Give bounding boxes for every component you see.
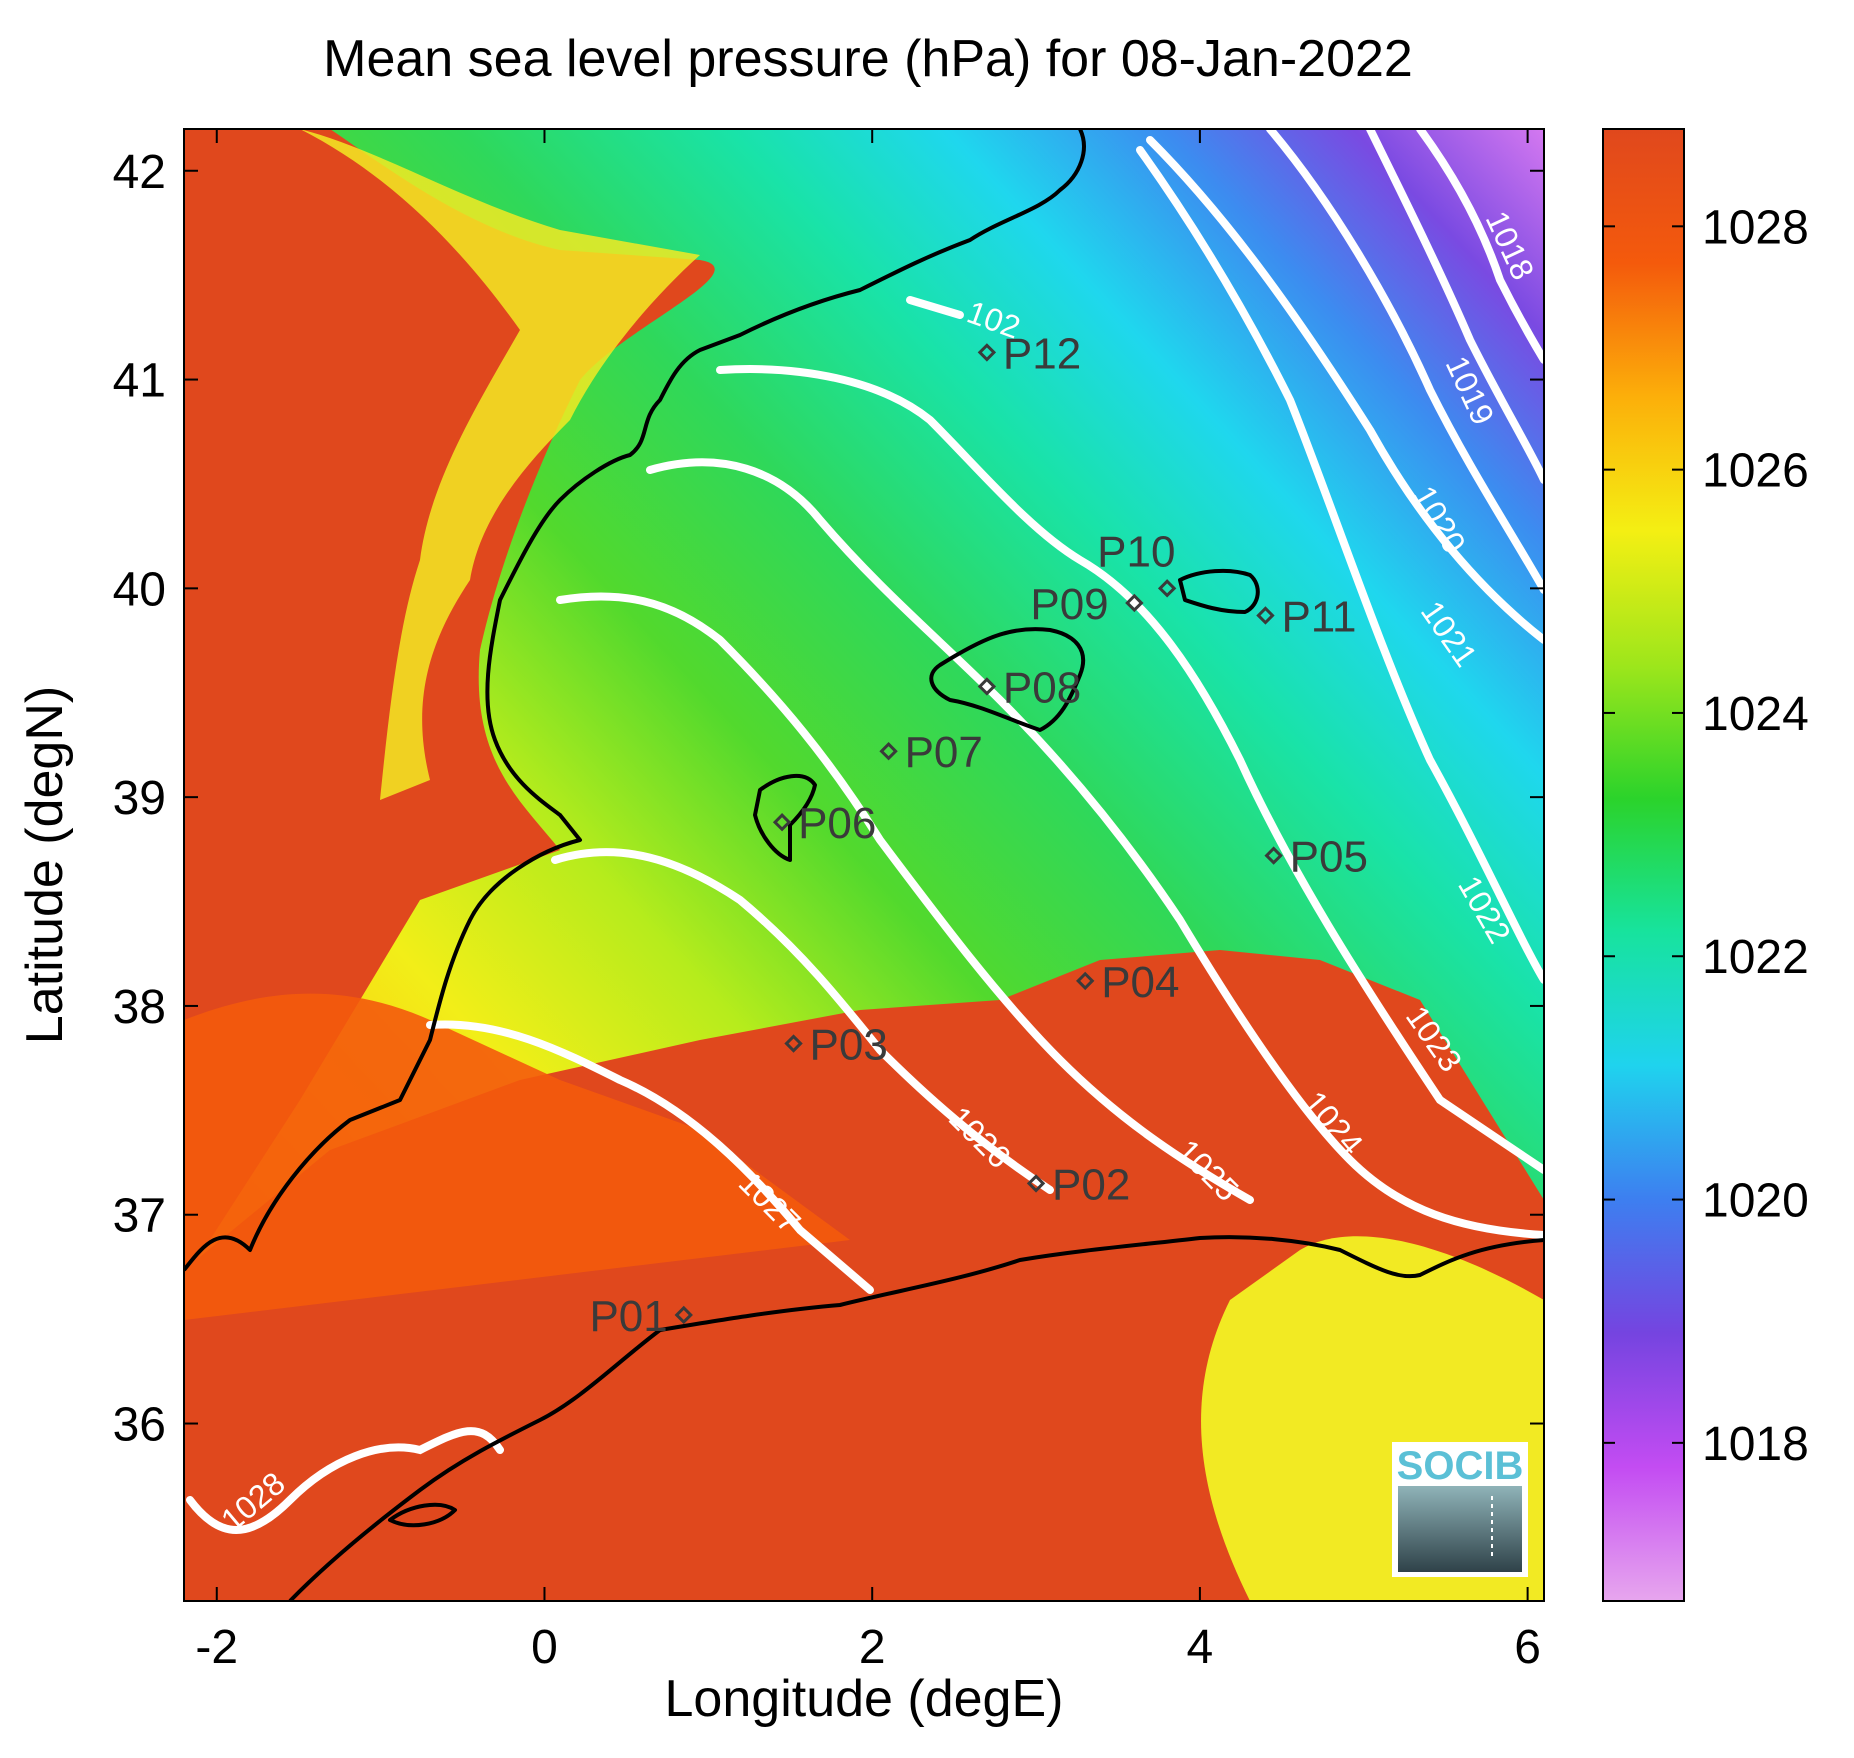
chart-title: Mean sea level pressure (hPa) for 08-Jan… — [323, 30, 1413, 88]
y-tick-label: 38 — [113, 981, 166, 1034]
colorbar-tick-label: 1028 — [1702, 201, 1809, 254]
station-label: P07 — [905, 728, 983, 777]
y-tick-label: 42 — [113, 146, 166, 199]
ibiza-coastline — [753, 773, 817, 862]
contour-line — [716, 365, 1544, 1174]
station-marker — [784, 1034, 803, 1053]
contour-line — [186, 1427, 504, 1534]
station-label: P09 — [1030, 580, 1108, 629]
logo-text: SOCIB — [1397, 1444, 1524, 1488]
x-tick-label: 2 — [859, 1621, 886, 1674]
station-label: P08 — [1003, 663, 1081, 712]
station-marker — [772, 813, 792, 832]
colorbar — [1602, 128, 1685, 1602]
station-label: P06 — [798, 799, 876, 848]
colorbar-tick-label: 1024 — [1702, 688, 1809, 741]
station-marker — [1256, 606, 1275, 625]
y-axis-label: Latitude (degN) — [16, 686, 74, 1044]
station-marker — [1264, 846, 1283, 865]
contour-line — [556, 592, 1254, 1204]
africa-coastline — [288, 1235, 1544, 1601]
station-marker — [1125, 593, 1144, 613]
colorbar-ticks: 1018 1020 1022 1024 1026 1028 — [1603, 201, 1809, 1471]
x-tick-label: -2 — [195, 1621, 238, 1674]
y-tick-label: 37 — [113, 1190, 166, 1243]
station-label: P04 — [1101, 958, 1179, 1007]
station-marker — [1026, 1174, 1046, 1193]
socib-logo: SOCIB — [1392, 1442, 1528, 1577]
station-marker — [879, 742, 898, 761]
y-tick-label: 39 — [113, 772, 166, 825]
x-axis-label: Longitude (degE) — [665, 1670, 1064, 1728]
x-axis-ticks: -2 0 2 4 6 — [195, 129, 1541, 1674]
land-coast-band — [300, 129, 700, 800]
station-label: P05 — [1290, 833, 1368, 882]
islet-coastline — [388, 1502, 457, 1528]
contour-line — [1266, 129, 1544, 594]
contour-line — [551, 848, 1054, 1194]
station-label: P01 — [589, 1292, 667, 1341]
x-tick-label: 4 — [1187, 1621, 1214, 1674]
station-label: P03 — [810, 1021, 888, 1070]
contour-line — [1146, 136, 1544, 644]
station-label: P11 — [1281, 592, 1356, 641]
contour-line — [426, 1020, 874, 1294]
contour-line — [906, 296, 964, 319]
sea-alboran-high — [184, 993, 850, 1320]
mallorca-coastline — [929, 627, 1086, 732]
station-label: P02 — [1052, 1160, 1130, 1209]
colorbar-tick-label: 1022 — [1702, 931, 1809, 984]
contour-line — [1416, 129, 1544, 364]
y-axis-ticks: 36 37 38 39 40 41 42 — [113, 146, 1544, 1452]
station-label: P10 — [1097, 527, 1175, 576]
station-marker — [1157, 579, 1177, 598]
menorca-coastline — [1178, 568, 1260, 614]
colorbar-tick-label: 1020 — [1702, 1175, 1809, 1228]
station-marker — [674, 1305, 693, 1325]
station-marker — [977, 343, 997, 362]
colorbar-tick-label: 1026 — [1702, 445, 1809, 498]
contour-lines — [186, 129, 1544, 1534]
y-tick-label: 40 — [113, 563, 166, 616]
x-tick-label: 6 — [1514, 1621, 1541, 1674]
contour-line — [646, 458, 1544, 1239]
land-iberia — [184, 129, 715, 1280]
logo-image — [1398, 1486, 1522, 1572]
y-tick-label: 36 — [113, 1399, 166, 1452]
plot-frame — [183, 128, 1545, 1602]
y-tick-label: 41 — [113, 355, 166, 408]
contour-line — [1136, 146, 1544, 984]
colorbar-tick-label: 1018 — [1702, 1418, 1809, 1471]
contour-line — [1366, 129, 1544, 484]
station-label: P12 — [1003, 329, 1081, 378]
iberia-coastline — [184, 129, 1086, 1272]
x-tick-label: 0 — [531, 1621, 558, 1674]
station-marker — [977, 677, 997, 696]
coastlines — [184, 129, 1544, 1601]
station-marker — [1076, 971, 1095, 991]
